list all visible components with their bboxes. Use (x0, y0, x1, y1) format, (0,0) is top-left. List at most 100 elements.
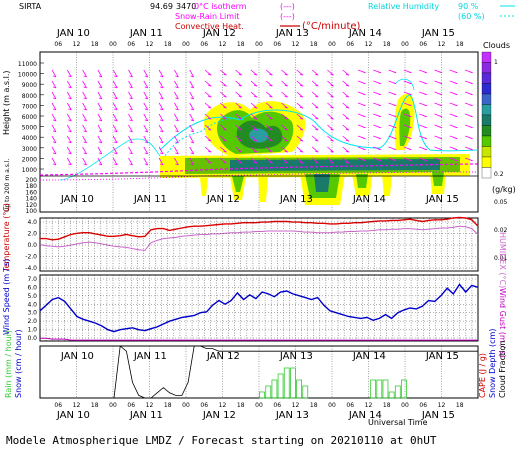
wind-arrow (281, 146, 288, 153)
isotherm-line (40, 163, 478, 176)
wind-arrow (327, 124, 334, 131)
wind-arrow (250, 69, 258, 76)
day-label: JAN 10 (56, 410, 90, 421)
cloud-ytick: 3000 (22, 146, 37, 153)
wind-arrow (235, 69, 242, 76)
wind-arrow-head (238, 117, 242, 120)
cloud-ylabel-top: Height (m a.s.l.) (2, 71, 11, 136)
wind-arrow-head (83, 75, 87, 78)
cloud-ytick-low: 180 (26, 183, 38, 190)
wind-arrow-head (175, 97, 179, 100)
wind-arrow-head (223, 128, 227, 131)
wind-arrow-head (114, 86, 118, 89)
colorbar-segment (481, 167, 492, 179)
wind-arrow-head (114, 152, 118, 155)
wind-series (39, 283, 479, 341)
wind-arrow (158, 102, 164, 111)
cloudfrac-ylabel: Cloud Fraction (498, 341, 507, 398)
wind-arrow-head (159, 152, 164, 155)
wind-arrow (250, 102, 258, 109)
wind-arrow-head (299, 106, 304, 109)
wind-arrow (189, 69, 195, 78)
wind-arrow-head (408, 115, 412, 118)
wind-arrow (51, 146, 57, 155)
wind-arrow-head (345, 117, 349, 120)
wind-arrow-head (330, 95, 334, 98)
hour-label: 06 (346, 402, 354, 409)
wind-arrow-head (159, 163, 164, 166)
rain-bar (265, 385, 272, 399)
wind-arrow-head (469, 82, 473, 85)
wind-arrow (128, 102, 133, 111)
wind-arrow (97, 69, 103, 78)
wind-arrow-head (238, 161, 242, 164)
wind-arrow-head (454, 71, 458, 74)
day-label: JAN 15 (421, 410, 455, 421)
wind-arrow (311, 91, 319, 98)
legend-isotherm-dashes: (---) (280, 2, 295, 11)
wind-arrow (174, 157, 179, 166)
wind-arrows (51, 69, 473, 166)
wind-arrow (174, 91, 179, 100)
wind-arrow-head (315, 128, 319, 131)
wind-arrow-head (299, 73, 304, 76)
wind-arrow (220, 91, 227, 98)
wind-arrow (220, 80, 227, 87)
wind-arrow-head (345, 139, 349, 142)
wind-arrow-head (253, 150, 258, 153)
wind-arrow-head (68, 141, 72, 144)
wind-arrow (327, 135, 334, 142)
wind-arrow (112, 80, 118, 89)
wind-arrow-head (345, 106, 349, 109)
colorbar-segment (481, 146, 492, 158)
wind-arrow-head (269, 117, 273, 120)
wind-arrow-head (423, 148, 427, 151)
wind-arrow-head (223, 84, 227, 87)
wind-line-1 (40, 337, 478, 341)
cloud-low-1 (200, 178, 208, 196)
wind-arrow-head (362, 115, 366, 118)
site-code-tail: 3470 (176, 2, 196, 11)
wind-arrow (265, 80, 273, 87)
wind-arrow-head (159, 130, 164, 133)
wind-arrow-head (129, 97, 133, 100)
rain-bar (283, 367, 290, 399)
wind-arrow (265, 157, 273, 164)
ytick: 4.0 (27, 301, 37, 308)
wind-arrow (342, 157, 350, 164)
hour-label: 18 (310, 41, 318, 48)
wind-arrow-head (454, 148, 458, 151)
wind-arrow (327, 69, 334, 76)
wind-arrow-head (299, 84, 304, 87)
wind-arrow-head (253, 128, 258, 131)
wind-arrow (220, 102, 227, 109)
wind-arrow-head (144, 86, 148, 89)
wind-arrow (66, 124, 72, 133)
wind-arrow (128, 80, 133, 89)
wind-arrow-head (284, 95, 288, 98)
cloud-ylabel-bottom: Up to 200 m a.s.l. (4, 159, 11, 212)
wind-arrow-head (208, 84, 212, 87)
wind-arrow-head (223, 73, 227, 76)
wind-arrow-head (330, 117, 334, 120)
wind-arrow-head (175, 163, 179, 166)
wind-arrow (97, 124, 103, 133)
wind-arrow (97, 146, 103, 155)
hour-label: 18 (310, 402, 318, 409)
wind-arrow (235, 157, 242, 164)
wind-arrow-head (377, 82, 381, 85)
wind-arrow (250, 91, 258, 98)
wind-arrow-head (114, 119, 118, 122)
hour-label: 00 (255, 402, 263, 409)
panel-day-label: JAN 13 (279, 351, 313, 362)
hour-label: 18 (383, 41, 391, 48)
wind-arrow-head (423, 71, 427, 74)
wind-arrow-head (330, 128, 334, 131)
hour-label: 18 (237, 41, 245, 48)
wind-arrow-head (68, 152, 72, 155)
wind-arrow-head (345, 128, 349, 131)
wind-arrow (158, 91, 164, 100)
wind-arrow-head (253, 117, 258, 120)
wind-arrow-head (284, 73, 288, 76)
